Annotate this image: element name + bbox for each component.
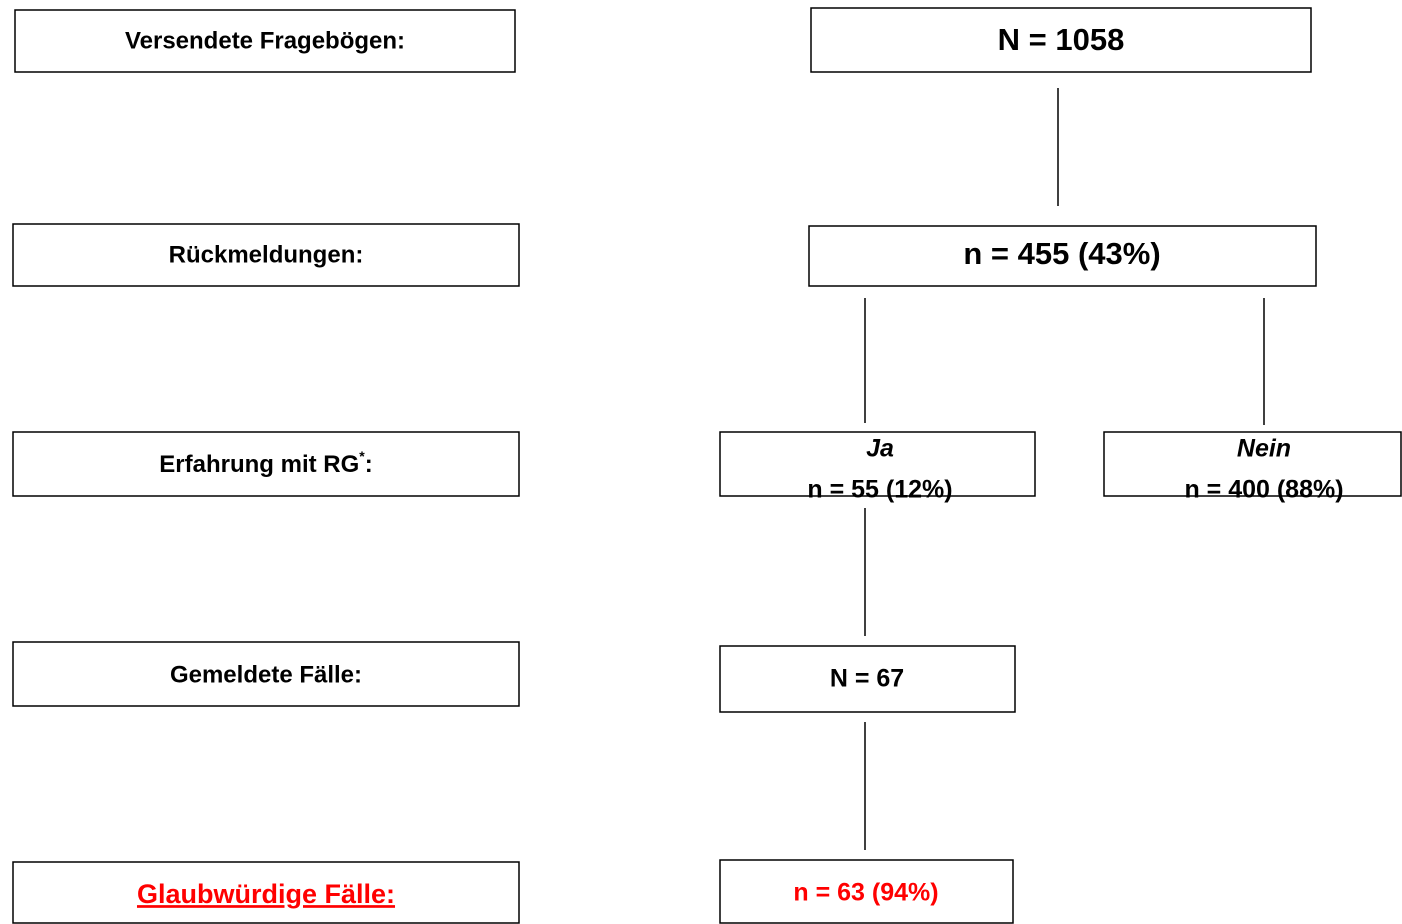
node-text: N = 1058	[998, 22, 1125, 57]
node-heading: Ja	[866, 435, 894, 463]
node-text: n = 455 (43%)	[963, 236, 1160, 271]
node-text: N = 67	[830, 665, 904, 693]
node-box	[719, 859, 1014, 924]
node-text: n = 400 (88%)	[1184, 476, 1343, 504]
node-box	[1103, 431, 1402, 497]
stage-label-sup: *	[359, 448, 365, 464]
node-box	[719, 431, 1036, 497]
stage-box	[14, 9, 516, 73]
stage-label-end: :	[365, 451, 373, 478]
node-text: n = 63 (94%)	[793, 879, 938, 907]
stage-label: Gemeldete Fälle:	[170, 661, 362, 688]
stage-box	[12, 223, 520, 287]
stage-box	[12, 641, 520, 707]
stage-label: Rückmeldungen:	[169, 241, 364, 268]
stage-label: Glaubwürdige Fälle:	[137, 879, 395, 909]
stage-label: Versendete Fragebögen:	[125, 27, 405, 54]
stage-label-main: Erfahrung mit RG	[159, 451, 359, 478]
stage-label: Erfahrung mit RG*:	[159, 448, 372, 479]
node-text: n = 55 (12%)	[807, 476, 952, 504]
node-box	[719, 645, 1016, 713]
node-box	[810, 7, 1312, 73]
node-box	[808, 225, 1317, 287]
stage-box	[12, 431, 520, 497]
node-heading: Nein	[1237, 435, 1291, 463]
stage-box	[12, 861, 520, 924]
